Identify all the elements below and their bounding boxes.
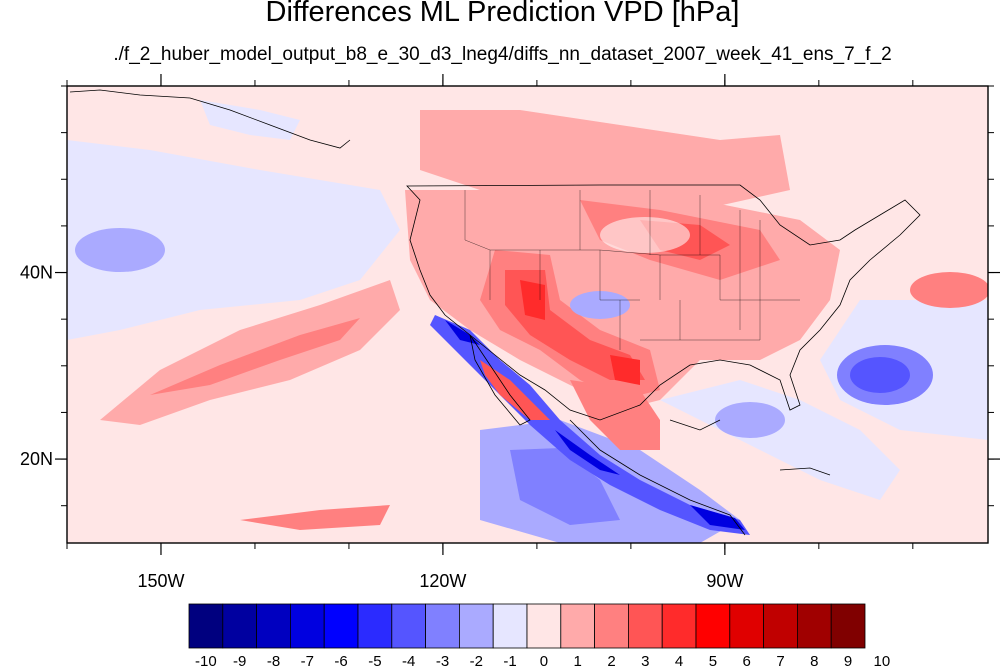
colorbar-label: -5	[368, 653, 381, 670]
colorbar-labels: -10 -9 -8 -7 -6 -5 -4 -3 -2 -1 0 1 2 3 4 5 6 7 8 9 10	[195, 653, 890, 670]
colorbar-label: 6	[743, 653, 751, 670]
latitude-axis: 40N 20N	[20, 263, 1000, 469]
lon-tick-label: 150W	[137, 571, 184, 591]
colorbar-bin	[391, 603, 426, 649]
mexico-coast-outline	[569, 419, 746, 536]
lon-tick-label: 120W	[419, 571, 466, 591]
colorbar	[188, 603, 866, 649]
us-outline	[406, 184, 921, 421]
colorbar-label: 10	[874, 653, 891, 670]
colorbar-bin	[594, 603, 629, 649]
colorbar-label: -10	[195, 653, 217, 670]
colorbar-label: -7	[301, 653, 314, 670]
colorbar-label: 7	[776, 653, 784, 670]
contour-atlantic-core	[850, 357, 910, 393]
map-plot-area	[67, 86, 988, 543]
contour-pacific-south	[240, 505, 390, 530]
lat-tick-label: 40N	[20, 263, 53, 283]
colorbar-label: 9	[844, 653, 852, 670]
lat-tick-label: 20N	[20, 449, 53, 469]
contour-mexico-interior	[570, 380, 660, 450]
colorbar-label: -2	[470, 653, 483, 670]
colorbar-label: 1	[574, 653, 582, 670]
contour-caribbean	[660, 380, 900, 500]
colorbar-bin	[695, 603, 731, 649]
colorbar-label: 3	[641, 653, 649, 670]
baja-outline	[469, 334, 531, 426]
colorbar-bin	[256, 603, 291, 649]
colorbar-bin	[729, 603, 764, 649]
colorbar-bin	[560, 603, 595, 649]
map-frame	[66, 85, 989, 544]
coastlines	[69, 89, 921, 536]
colorbar-bin	[830, 603, 866, 649]
contour-pacific-north	[67, 140, 400, 340]
colorbar-label: -1	[503, 653, 516, 670]
colorbar-label: 0	[540, 653, 548, 670]
contour-caribbean-blue	[715, 402, 785, 438]
contour-alaska	[200, 100, 300, 140]
colorbar-bin	[357, 603, 393, 649]
colorbar-bin	[628, 603, 663, 649]
lon-tick-label: 90W	[706, 571, 743, 591]
colorbar-bin	[661, 603, 697, 649]
difference-field	[67, 100, 988, 543]
colorbar-bin	[425, 603, 460, 649]
contour-pacific-swath-core	[150, 318, 360, 395]
colorbar-label: -6	[334, 653, 347, 670]
contour-nebraska-light	[600, 217, 690, 253]
colorbar-label: -8	[267, 653, 280, 670]
colorbar-bin	[289, 603, 325, 649]
map-title: Differences ML Prediction VPD [hPa]	[265, 0, 740, 28]
contour-texas-peak	[610, 355, 640, 385]
map-subtitle: ./f_2_huber_model_output_b8_e_30_d3_lneg…	[113, 44, 892, 65]
yucatan-outline	[669, 419, 721, 431]
state-borders	[464, 190, 800, 350]
contour-mexico-coast-core	[445, 320, 745, 530]
colorbar-bin	[323, 603, 359, 649]
alaska-outline	[69, 89, 351, 149]
colorbar-bin	[188, 603, 224, 649]
colorbar-label: 5	[709, 653, 717, 670]
contour-oklahoma-blue	[570, 291, 630, 319]
contour-baja	[480, 360, 550, 420]
contour-mexico-coast	[430, 315, 750, 535]
colorbar-label: 8	[810, 653, 818, 670]
contour-arizona-peak	[520, 280, 545, 320]
colorbar-bin	[763, 603, 798, 649]
colorbar-bin	[222, 603, 258, 649]
colorbar-bin	[797, 603, 832, 649]
colorbar-label: 4	[675, 653, 683, 670]
colorbar-label: -4	[402, 653, 415, 670]
caribbean-outline	[779, 467, 831, 476]
contour-atlantic-red	[910, 272, 988, 308]
contour-east-pacific-core	[510, 448, 620, 525]
colorbar-bin	[458, 603, 494, 649]
longitude-axis: 150W 120W 90W	[137, 74, 743, 591]
minor-ticks	[61, 80, 994, 549]
contour-pacific-blue	[75, 228, 165, 272]
colorbar-label: -3	[436, 653, 449, 670]
colorbar-bin	[526, 603, 562, 649]
colorbar-label: 2	[607, 653, 615, 670]
colorbar-bin	[492, 603, 528, 649]
colorbar-label: -9	[233, 653, 246, 670]
